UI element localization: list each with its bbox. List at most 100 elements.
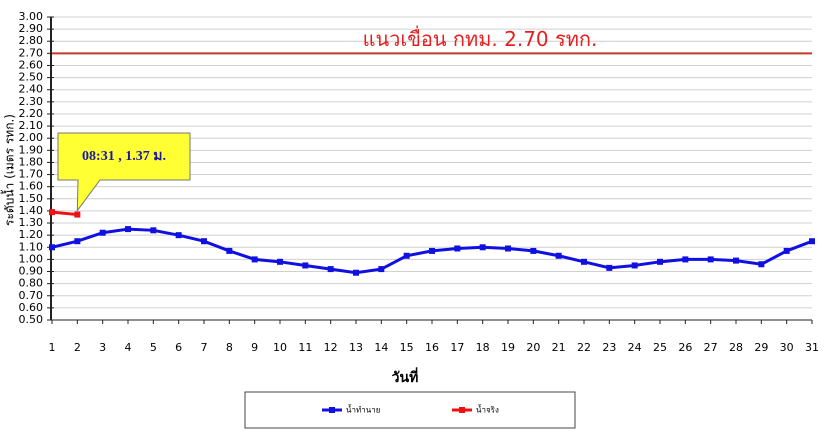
y-tick-label: 0.60	[19, 301, 44, 314]
x-tick-label: 23	[602, 341, 616, 354]
y-tick-label: 0.50	[19, 313, 44, 326]
point	[657, 258, 663, 265]
y-tick-label: 2.80	[19, 34, 44, 47]
point	[175, 232, 182, 239]
y-tick-label: 2.70	[19, 46, 44, 59]
x-axis-label: วันที่	[392, 367, 419, 386]
point	[682, 256, 689, 263]
point	[251, 256, 258, 263]
point	[733, 257, 739, 264]
point	[479, 244, 486, 251]
x-tick-label: 28	[729, 341, 743, 354]
point	[49, 209, 55, 216]
x-tick-label: 4	[125, 341, 132, 354]
x-tick-label: 14	[374, 341, 388, 354]
y-tick-label: 1.30	[19, 216, 44, 229]
x-tick-label: 15	[400, 341, 414, 354]
point	[378, 266, 385, 273]
point	[606, 264, 613, 271]
y-tick-label: 1.90	[19, 143, 44, 156]
x-tick-label: 31	[805, 341, 819, 354]
point	[429, 247, 435, 254]
legend-box	[244, 391, 576, 429]
point	[403, 252, 410, 259]
legend-label: น้ำจริง	[476, 404, 499, 415]
x-tick-label: 30	[780, 341, 794, 354]
y-tick-label: 1.20	[19, 228, 44, 241]
x-tick-label: 1	[49, 341, 56, 354]
x-tick-label: 9	[251, 341, 258, 354]
x-tick-label: 20	[526, 341, 540, 354]
x-tick-label: 16	[425, 341, 439, 354]
point	[201, 238, 207, 245]
y-tick-label: 3.00	[19, 10, 44, 23]
y-tick-label: 0.70	[19, 289, 44, 302]
x-tick-label: 5	[150, 341, 157, 354]
x-tick-label: 2	[74, 341, 81, 354]
point	[74, 211, 81, 218]
y-tick-label: 1.60	[19, 180, 44, 193]
x-tick-label: 24	[628, 341, 642, 354]
y-tick-label: 2.00	[19, 131, 44, 144]
x-tick-label: 26	[678, 341, 692, 354]
y-tick-label: 2.20	[19, 107, 44, 120]
x-tick-label: 11	[298, 341, 312, 354]
point	[226, 247, 233, 254]
annotation: 08:31 , 1.37 ม.	[82, 149, 166, 164]
x-tick-label: 8	[226, 341, 233, 354]
legend-marker	[459, 407, 465, 413]
y-tick-label: 0.80	[19, 277, 44, 290]
point	[353, 269, 359, 276]
x-tick-label: 21	[552, 341, 566, 354]
point	[581, 258, 587, 265]
x-tick-label: 25	[653, 341, 667, 354]
y-tick-label: 2.50	[19, 71, 44, 84]
x-tick-label: 7	[201, 341, 208, 354]
point	[707, 256, 714, 263]
y-tick-label: 1.40	[19, 204, 44, 217]
x-tick-label: 13	[349, 341, 363, 354]
point	[74, 238, 81, 245]
y-axis-label: ระดับน้ำ (เมตร รทก.)	[1, 114, 17, 226]
x-tick-label: 22	[577, 341, 591, 354]
y-tick-label: 1.80	[19, 155, 44, 168]
y-tick-label: 1.70	[19, 168, 44, 181]
y-tick-label: 1.10	[19, 240, 44, 253]
point	[454, 245, 461, 252]
x-tick-label: 6	[175, 341, 182, 354]
x-tick-label: 18	[476, 341, 490, 354]
x-tick-label: 12	[324, 341, 338, 354]
x-tick-label: 27	[704, 341, 718, 354]
x-tick-label: 10	[273, 341, 287, 354]
point	[99, 229, 106, 236]
x-tick-label: 3	[99, 341, 106, 354]
point	[302, 262, 309, 269]
series-line	[51, 210, 78, 217]
legend-marker	[329, 407, 335, 413]
y-tick-label: 2.10	[19, 119, 44, 132]
point	[809, 238, 815, 245]
y-tick-label: 2.30	[19, 95, 44, 108]
y-tick-label: 1.00	[19, 252, 44, 265]
point	[150, 227, 157, 234]
point	[505, 245, 511, 252]
reference-label: แนวเขื่อน กทม. 2.70 รทก.	[363, 25, 598, 51]
callout	[57, 132, 191, 213]
point	[555, 252, 562, 259]
y-tick-label: 2.60	[19, 58, 44, 71]
legend-label: น้ำทำนาย	[346, 404, 380, 415]
point	[631, 262, 638, 269]
x-tick-label: 17	[450, 341, 464, 354]
y-tick-label: 2.40	[19, 83, 44, 96]
y-tick-label: 0.90	[19, 265, 44, 278]
y-tick-label: 1.50	[19, 192, 44, 205]
y-tick-label: 2.90	[19, 22, 44, 35]
point	[530, 247, 537, 254]
point	[49, 244, 55, 251]
point	[125, 226, 131, 233]
point	[327, 266, 334, 273]
point	[758, 261, 765, 268]
point	[277, 258, 283, 265]
